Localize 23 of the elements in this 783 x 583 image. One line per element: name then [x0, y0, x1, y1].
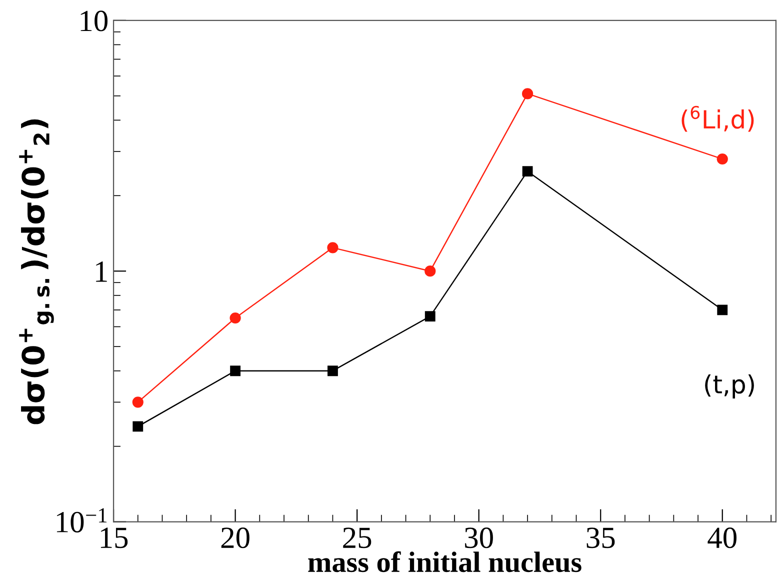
point — [132, 396, 144, 408]
point — [716, 153, 728, 165]
x-tick-label: 20 — [221, 528, 250, 548]
x-axis-title: mass of initial nucleus — [308, 551, 582, 572]
x-tick-label: 35 — [586, 528, 615, 548]
point — [328, 366, 338, 376]
y-axis-title: dσ(0$^{+}$$_{g.s.}$)/dσ(0$^{+}$$_{2}$) — [19, 119, 54, 424]
y-tick-label: 10 — [80, 10, 108, 32]
point — [230, 312, 241, 324]
y-tick-label: 1 — [96, 262, 107, 282]
point — [717, 304, 728, 316]
point — [327, 242, 338, 254]
point — [230, 366, 241, 376]
point — [424, 311, 436, 322]
series-label: ($^{6}$Li,d) — [682, 106, 754, 132]
x-tick-label: 40 — [708, 528, 736, 548]
text: (t,p) — [705, 374, 754, 399]
point — [522, 88, 534, 100]
x-tick-label: 30 — [465, 528, 493, 548]
point — [522, 166, 533, 177]
x-tick-label: 25 — [343, 528, 372, 548]
point — [424, 266, 436, 277]
point — [132, 421, 144, 432]
